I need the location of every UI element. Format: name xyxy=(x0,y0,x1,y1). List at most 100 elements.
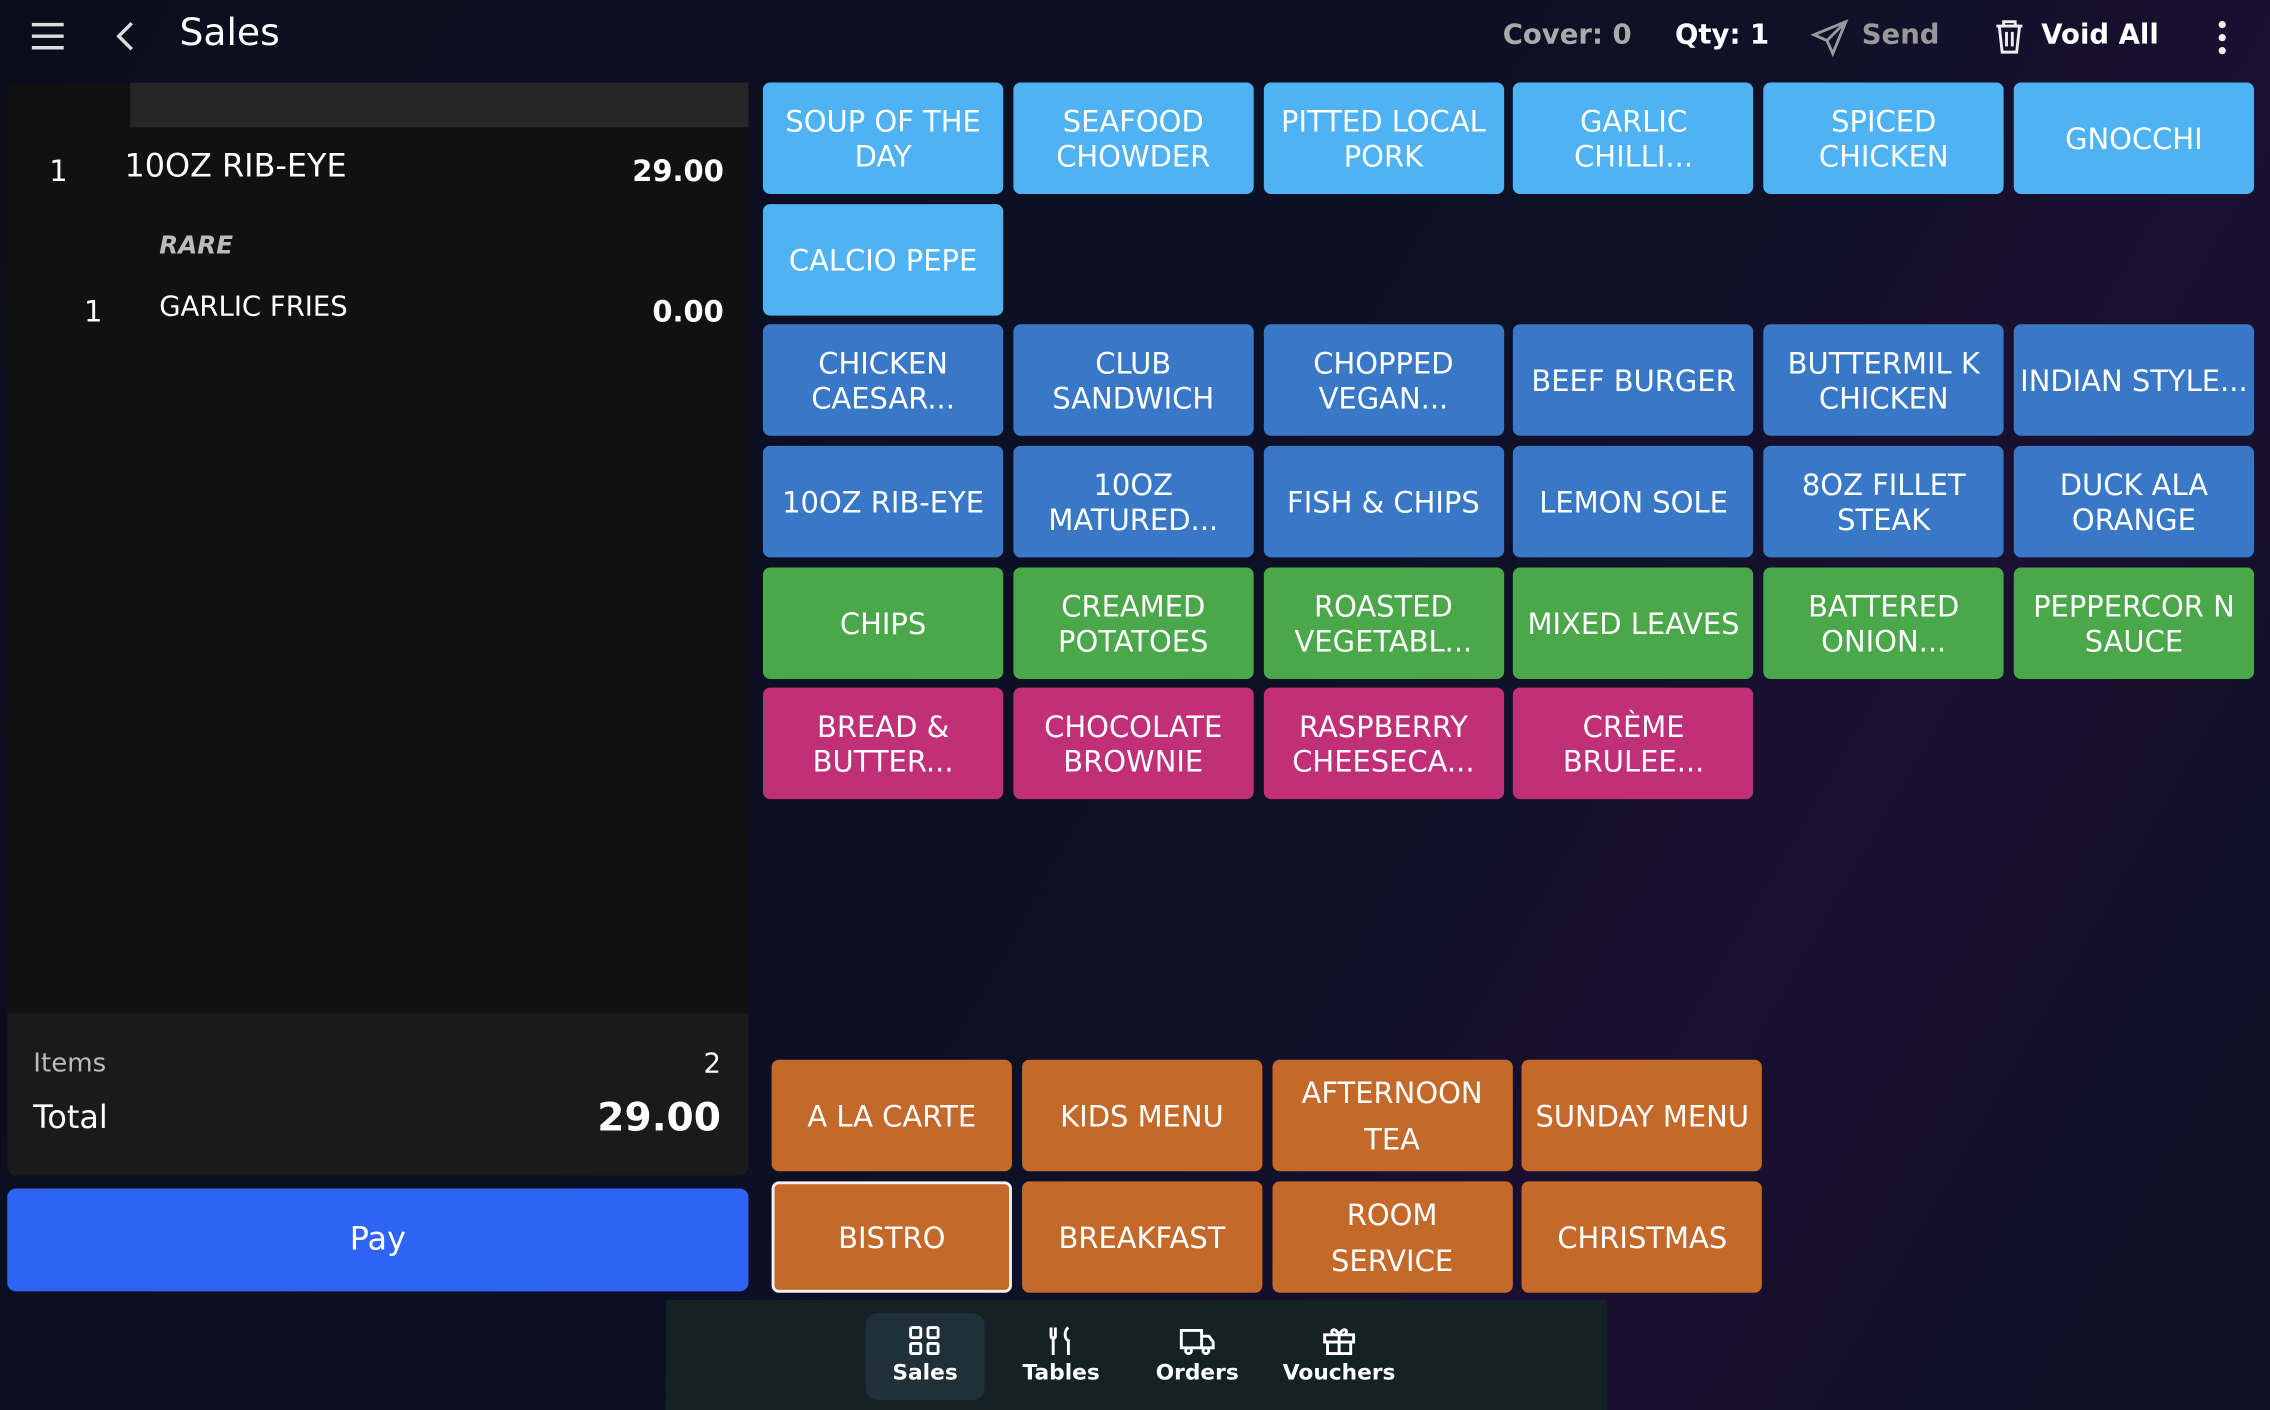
send-icon xyxy=(1810,19,1849,58)
nav-label: Orders xyxy=(1155,1359,1239,1386)
menu-category-button[interactable]: A LA CARTE xyxy=(771,1059,1012,1172)
menu-item-button[interactable]: GNOCCHI xyxy=(2013,82,2255,194)
line-name[interactable]: 10OZ RIB-EYE xyxy=(124,149,347,186)
nav-bar xyxy=(665,1300,1607,1410)
menu-item-label: RASPBERRY CHEESECA... xyxy=(1292,708,1475,779)
menu-item-label: BUTTERMIL K CHICKEN xyxy=(1787,345,1980,415)
menu-item-label: 8OZ FILLET STEAK xyxy=(1801,466,1966,537)
menu-item-label: INDIAN STYLE... xyxy=(2020,362,2248,398)
menu-item-button[interactable]: RASPBERRY CHEESECA... xyxy=(1263,687,1504,800)
trash-icon xyxy=(1996,20,2023,54)
nav-label: Tables xyxy=(1022,1359,1100,1386)
menu-item-label: FISH & CHIPS xyxy=(1287,484,1480,520)
line-qty: 1 xyxy=(83,293,103,329)
menu-item-label: BEEF BURGER xyxy=(1531,362,1736,398)
menu-item-label: CLUB SANDWICH xyxy=(1052,345,1215,415)
menu-category-button[interactable]: BREAKFAST xyxy=(1021,1181,1263,1293)
menu-item-label: SOUP OF THE DAY xyxy=(785,103,981,174)
menu-item-button[interactable]: LEMON SOLE xyxy=(1513,445,1754,558)
total: 29.00 xyxy=(597,1095,721,1141)
menu-item-button[interactable]: SOUP OF THE DAY xyxy=(762,82,1004,194)
void-all[interactable]: Void All xyxy=(2041,18,2159,51)
line-price: 29.00 xyxy=(632,153,724,189)
send[interactable]: Send xyxy=(1861,18,1940,51)
menu-item-button[interactable]: CLUB SANDWICH xyxy=(1013,324,1254,436)
page-title: Sales xyxy=(179,11,280,56)
qty[interactable]: Qty: 1 xyxy=(1674,18,1770,51)
pay-button[interactable]: Pay xyxy=(7,1188,749,1292)
menu-category-button[interactable]: BISTRO xyxy=(771,1181,1012,1293)
menu-item-button[interactable]: CHIPS xyxy=(762,567,1004,679)
menu-item-button[interactable]: BREAD & BUTTER... xyxy=(762,687,1004,800)
line-price: 0.00 xyxy=(652,293,724,329)
menu-item-label: PITTED LOCAL PORK xyxy=(1281,103,1486,174)
menu-item-label: CALCIO PEPE xyxy=(788,242,978,278)
menu-item-label: CHIPS xyxy=(839,605,927,641)
menu-item-button[interactable]: GARLIC CHILLI... xyxy=(1513,82,1754,194)
menu-category-button[interactable]: ROOM SERVICE xyxy=(1271,1181,1513,1293)
menu-item-button[interactable]: CRÈME BRULEE... xyxy=(1513,687,1754,800)
line-modifier: RARE xyxy=(159,231,234,261)
menu-category-button[interactable]: AFTERNOON TEA xyxy=(1271,1059,1513,1172)
menu-item-label: 10OZ MATURED... xyxy=(1048,466,1219,537)
line-name[interactable]: GARLIC FRIES xyxy=(159,290,348,323)
menu-item-label: MIXED LEAVES xyxy=(1527,605,1740,641)
menu-item-button[interactable]: 10OZ RIB-EYE xyxy=(762,445,1004,558)
sales-icon xyxy=(909,1326,940,1356)
menu-item-label: SEAFOOD CHOWDER xyxy=(1056,103,1211,174)
menu-category-button[interactable]: KIDS MENU xyxy=(1021,1059,1263,1172)
menu-item-button[interactable]: CALCIO PEPE xyxy=(762,204,1004,316)
totals-panel xyxy=(7,1013,749,1176)
menu-item-label: CHICKEN CAESAR... xyxy=(811,345,955,415)
menu-item-button[interactable]: CHICKEN CAESAR... xyxy=(762,324,1004,436)
menu-item-button[interactable]: CREAMED POTATOES xyxy=(1013,567,1254,679)
menu-category-button[interactable]: SUNDAY MENU xyxy=(1522,1059,1763,1172)
menu-item-button[interactable]: CHOCOLATE BROWNIE xyxy=(1013,687,1254,800)
more-icon[interactable] xyxy=(2212,17,2232,58)
nav-tab[interactable]: Orders xyxy=(1138,1313,1257,1400)
menu-item-label: DUCK ALA ORANGE xyxy=(2059,466,2209,537)
menu-item-button[interactable]: SPICED CHICKEN xyxy=(1763,82,2004,194)
cover[interactable]: Cover: 0 xyxy=(1502,18,1632,51)
menu-item-button[interactable]: DUCK ALA ORANGE xyxy=(2013,445,2255,558)
order-panel xyxy=(7,82,749,1176)
nav-tab[interactable]: Tables xyxy=(1002,1313,1121,1400)
menu-item-label: 10OZ RIB-EYE xyxy=(782,484,985,520)
menu-category-button[interactable]: CHRISTMAS xyxy=(1522,1181,1763,1293)
back-icon[interactable] xyxy=(113,20,139,52)
nav-tab[interactable]: Vouchers xyxy=(1280,1313,1399,1400)
menu-item-label: SPICED CHICKEN xyxy=(1818,103,1949,174)
menu-item-button[interactable]: 10OZ MATURED... xyxy=(1013,445,1254,558)
vouchers-icon xyxy=(1323,1328,1356,1356)
menu-item-button[interactable]: ROASTED VEGETABL... xyxy=(1263,567,1504,679)
menu-item-button[interactable]: CHOPPED VEGAN... xyxy=(1263,324,1504,436)
menu-item-button[interactable]: BEEF BURGER xyxy=(1513,324,1754,436)
menu-item-button[interactable]: FISH & CHIPS xyxy=(1263,445,1504,558)
menu-item-button[interactable]: 8OZ FILLET STEAK xyxy=(1763,445,2004,558)
nav-label: Sales xyxy=(892,1359,958,1386)
items-label: Items xyxy=(33,1048,107,1079)
menu-item-label: CRÈME BRULEE... xyxy=(1562,708,1705,779)
order-header-strip xyxy=(130,82,749,128)
menu-item-label: CHOPPED VEGAN... xyxy=(1313,345,1454,415)
line-qty: 1 xyxy=(49,153,68,189)
total-label: Total xyxy=(33,1100,108,1137)
menu-item-label: LEMON SOLE xyxy=(1539,484,1728,520)
menu-item-button[interactable]: PITTED LOCAL PORK xyxy=(1263,82,1504,194)
nav-tab[interactable]: Sales xyxy=(865,1313,985,1400)
menu-item-button[interactable]: INDIAN STYLE... xyxy=(2013,324,2255,436)
menu-item-button[interactable]: BUTTERMIL K CHICKEN xyxy=(1763,324,2004,436)
items-count: 2 xyxy=(703,1048,721,1080)
menu-item-label: BATTERED ONION... xyxy=(1808,588,1960,658)
menu-item-label: PEPPERCOR N SAUCE xyxy=(2033,588,2235,658)
menu-item-label: BREAD & BUTTER... xyxy=(812,708,954,779)
menu-item-button[interactable]: BATTERED ONION... xyxy=(1763,567,2004,679)
menu-item-label: GNOCCHI xyxy=(2065,120,2203,156)
menu-item-label: ROASTED VEGETABL... xyxy=(1294,588,1473,658)
menu-icon[interactable] xyxy=(29,20,67,52)
menu-item-button[interactable]: MIXED LEAVES xyxy=(1513,567,1754,679)
menu-item-button[interactable]: SEAFOOD CHOWDER xyxy=(1013,82,1254,194)
menu-item-button[interactable]: PEPPERCOR N SAUCE xyxy=(2013,567,2255,679)
menu-item-label: GARLIC CHILLI... xyxy=(1574,103,1694,174)
